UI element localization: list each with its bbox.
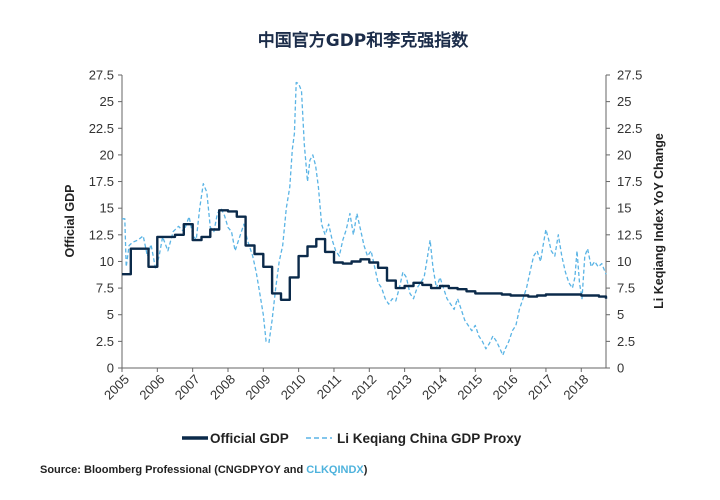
- y-axis-label-right: Li Keqiang Index YoY Change: [652, 133, 666, 309]
- x-tick-label: 2005: [101, 372, 132, 403]
- y-tick-label-left: 15: [100, 201, 114, 216]
- x-tick-label: 2011: [314, 372, 344, 402]
- y-tick-label-left: 10: [100, 254, 114, 269]
- source-note: Source: Bloomberg Professional (CNGDPYOY…: [40, 464, 367, 476]
- y-tick-label-left: 12.5: [89, 227, 114, 242]
- x-tick-label: 2006: [136, 372, 167, 403]
- y-tick-label-left: 2.5: [96, 334, 114, 349]
- series-line-official-gdp: [122, 209, 608, 301]
- x-tick-label: 2013: [384, 372, 415, 403]
- y-tick-label-right: 15: [617, 201, 631, 216]
- plot-area: [122, 81, 608, 356]
- y-tick-label-left: 22.5: [89, 121, 114, 136]
- y-tick-label-right: 22.5: [617, 121, 642, 136]
- x-tick-label: 2015: [454, 372, 485, 403]
- x-tick-label: 2010: [278, 372, 309, 403]
- legend-label-proxy: Li Keqiang China GDP Proxy: [337, 431, 522, 446]
- y-tick-label-left: 17.5: [89, 174, 114, 189]
- y-tick-label-left: 27.5: [89, 68, 114, 83]
- y-tick-label-left: 20: [100, 147, 114, 162]
- y-tick-label-right: 25: [617, 94, 631, 109]
- x-tick-label: 2014: [419, 372, 450, 403]
- legend: Official GDP Li Keqiang China GDP Proxy: [182, 431, 522, 446]
- y-tick-label-right: 10: [617, 254, 631, 269]
- source-prefix: Source: Bloomberg Professional (CNGDPYOY…: [40, 464, 307, 476]
- y-tick-label-left: 25: [100, 94, 114, 109]
- y-tick-label-left: 0: [107, 361, 114, 376]
- y-tick-label-right: 20: [617, 147, 631, 162]
- x-tick-label: 2018: [560, 372, 591, 403]
- y-tick-label-right: 12.5: [617, 227, 642, 242]
- source-highlight: CLKQINDX: [306, 464, 364, 476]
- x-tick-label: 2017: [525, 372, 556, 403]
- series-line-li-keqiang-proxy: [122, 81, 607, 356]
- x-tick-label: 2008: [207, 372, 238, 403]
- chart-title: 中国官方GDP和李克强指数: [258, 30, 470, 51]
- x-tick-label: 2009: [242, 372, 273, 403]
- source-suffix: ): [363, 464, 368, 476]
- x-tick-label: 2012: [348, 372, 379, 403]
- legend-label-official-gdp: Official GDP: [210, 431, 289, 446]
- x-tick-label: 2007: [172, 372, 203, 403]
- y-tick-label-right: 2.5: [617, 334, 635, 349]
- y-axis-label-left: Official GDP: [63, 185, 77, 258]
- y-tick-label-right: 7.5: [617, 281, 635, 296]
- y-tick-label-left: 5: [107, 307, 114, 322]
- y-tick-label-right: 0: [617, 361, 624, 376]
- y-tick-label-left: 7.5: [96, 281, 114, 296]
- y-tick-label-right: 5: [617, 307, 624, 322]
- y-tick-label-right: 17.5: [617, 174, 642, 189]
- y-tick-label-right: 27.5: [617, 68, 642, 83]
- x-tick-label: 2016: [490, 372, 521, 403]
